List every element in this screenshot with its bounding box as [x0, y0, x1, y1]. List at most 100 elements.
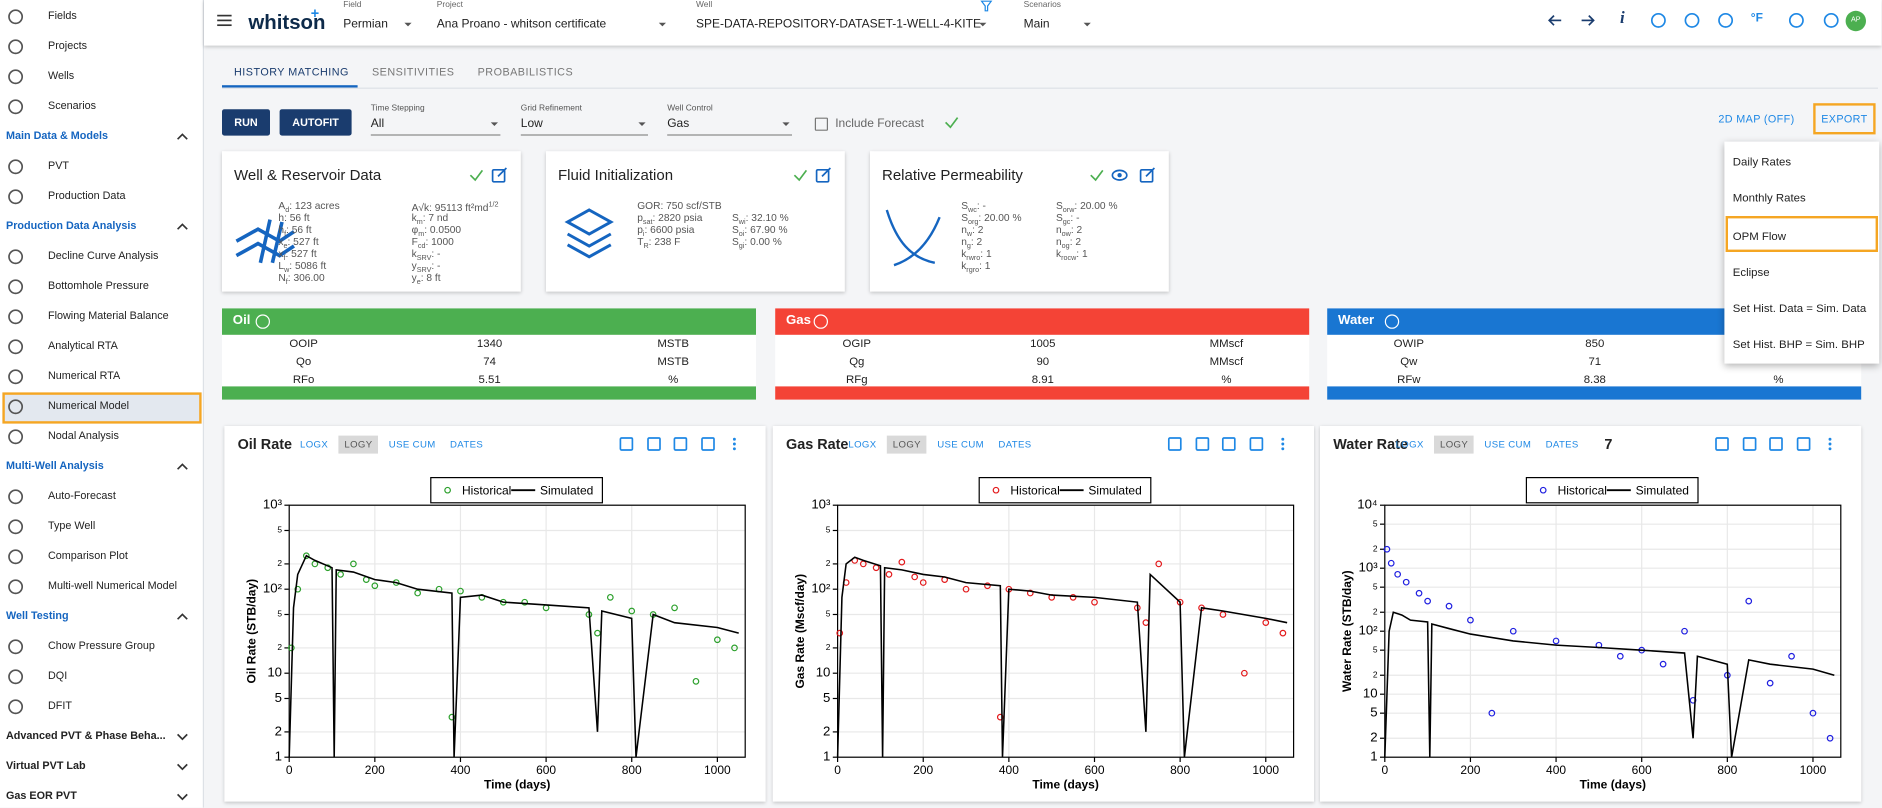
icon[interactable] [1194, 436, 1211, 453]
map-button[interactable]: 2D MAP (OFF) [1718, 112, 1795, 125]
chart-toolbar-button[interactable]: DATES [450, 439, 484, 451]
help-icon[interactable] [255, 314, 270, 329]
export-menu-item[interactable]: Eclipse [1732, 266, 1770, 280]
help-icon[interactable] [813, 314, 829, 329]
checkbox-label[interactable]: Include Forecast [835, 117, 924, 131]
icon[interactable] [1111, 167, 1128, 184]
sidebar-item[interactable]: Nodal Analysis [48, 429, 119, 442]
selector-value[interactable]: Permian [343, 18, 388, 32]
menu-button[interactable] [217, 14, 232, 27]
icon[interactable] [1650, 12, 1667, 29]
tab[interactable]: HISTORY MATCHING [234, 66, 349, 78]
icon[interactable] [654, 17, 671, 34]
sidebar-item[interactable]: Type Well [48, 519, 96, 532]
icon[interactable] [726, 436, 743, 453]
icon[interactable] [1220, 436, 1237, 453]
sidebar-section[interactable]: Advanced PVT & Phase Beha... [6, 729, 166, 742]
icon[interactable] [700, 436, 717, 453]
icon[interactable] [778, 116, 795, 133]
sidebar-item[interactable]: Comparison Plot [48, 549, 128, 562]
export-button[interactable]: EXPORT [1813, 103, 1876, 135]
action-button[interactable]: RUN [222, 109, 270, 136]
export-menu-item[interactable]: Set Hist. BHP = Sim. BHP [1732, 338, 1865, 352]
export-menu-item[interactable]: Daily Rates [1732, 156, 1792, 170]
sidebar-item[interactable]: PVT [48, 159, 70, 172]
sidebar-item[interactable]: Bottomhole Pressure [48, 279, 149, 292]
icon[interactable] [1768, 436, 1785, 453]
chart-toolbar-button[interactable]: DATES [1545, 439, 1579, 451]
selector-value[interactable]: Ana Proano - whitson certificate [436, 18, 607, 32]
icon[interactable] [1714, 436, 1731, 453]
icon[interactable] [1248, 436, 1265, 453]
units-button[interactable]: °F [1750, 12, 1763, 26]
dropdown-value[interactable]: All [370, 117, 385, 131]
chart-toolbar-button[interactable]: 7 [1604, 435, 1613, 453]
sidebar-section[interactable]: Multi-Well Analysis [6, 459, 104, 472]
icon[interactable] [1579, 12, 1596, 29]
icon[interactable] [1741, 436, 1758, 453]
sidebar-item[interactable]: Auto-Forecast [48, 489, 116, 502]
icon[interactable] [1795, 436, 1812, 453]
sidebar-item[interactable]: DQI [48, 669, 68, 682]
chart-toolbar-button[interactable]: DATES [998, 439, 1032, 451]
icon[interactable] [1274, 436, 1291, 453]
sidebar-item[interactable]: Chow Pressure Group [48, 639, 155, 652]
chart-toolbar-button[interactable]: LOGY [1434, 435, 1475, 454]
sidebar-item[interactable]: Flowing Material Balance [48, 309, 169, 322]
sidebar-section[interactable]: Production Data Analysis [6, 219, 137, 232]
icon[interactable] [815, 167, 832, 184]
sidebar-item[interactable]: DFIT [48, 699, 72, 712]
icon[interactable] [174, 608, 191, 625]
sidebar-section[interactable]: Main Data & Models [6, 129, 109, 142]
icon[interactable] [1547, 12, 1564, 29]
sidebar-item[interactable]: Wells [48, 69, 75, 82]
tab[interactable]: SENSITIVITIES [372, 66, 455, 78]
chart-toolbar-button[interactable]: LOGX [1395, 439, 1424, 451]
sidebar-item[interactable]: Scenarios [48, 99, 97, 112]
icon[interactable] [974, 17, 991, 34]
icon[interactable] [1684, 12, 1701, 29]
chart-toolbar-button[interactable]: LOGY [886, 435, 927, 454]
export-menu-item[interactable]: Monthly Rates [1732, 192, 1806, 206]
sidebar-item[interactable]: Multi-well Numerical Model [48, 579, 178, 592]
icon[interactable] [1822, 436, 1839, 453]
export-menu-item[interactable]: OPM Flow [1732, 230, 1787, 244]
chart-toolbar-button[interactable]: LOGX [848, 439, 877, 451]
icon[interactable] [1079, 17, 1096, 34]
icon[interactable] [1788, 12, 1805, 29]
icon[interactable] [486, 116, 503, 133]
help-icon[interactable] [1384, 314, 1400, 329]
chart-toolbar-button[interactable]: LOGY [338, 435, 379, 454]
chart-toolbar-button[interactable]: USE CUM [937, 439, 985, 451]
export-menu-item[interactable]: Set Hist. Data = Sim. Data [1732, 302, 1867, 316]
chart-toolbar-button[interactable]: USE CUM [388, 439, 436, 451]
icon[interactable] [1823, 12, 1840, 29]
sidebar-item[interactable]: Decline Curve Analysis [48, 249, 159, 262]
icon[interactable] [174, 458, 191, 475]
icon[interactable] [634, 116, 651, 133]
sidebar-item[interactable]: Numerical Model [48, 399, 130, 412]
icon[interactable] [618, 436, 635, 453]
action-button[interactable]: AUTOFIT [279, 109, 352, 136]
chart-toolbar-button[interactable]: USE CUM [1484, 439, 1532, 451]
icon[interactable] [1166, 436, 1183, 453]
icon[interactable] [174, 788, 191, 805]
icon[interactable] [174, 128, 191, 145]
avatar[interactable]: AP [1845, 10, 1867, 32]
sidebar-item[interactable]: Numerical RTA [48, 369, 121, 382]
checkbox[interactable] [814, 117, 829, 131]
sidebar-section[interactable]: Virtual PVT Lab [6, 759, 86, 772]
sidebar-item[interactable]: Analytical RTA [48, 339, 118, 352]
icon[interactable] [1717, 12, 1734, 29]
tab[interactable]: PROBABILISTICS [477, 66, 574, 78]
chart-toolbar-button[interactable]: LOGX [300, 439, 329, 451]
selector-value[interactable]: SPE-DATA-REPOSITORY-DATASET-1-WELL-4-KIT… [696, 18, 981, 32]
icon[interactable] [1139, 167, 1156, 184]
sidebar-item[interactable]: Fields [48, 9, 77, 22]
dropdown-value[interactable]: Gas [667, 117, 690, 131]
icon[interactable] [174, 758, 191, 775]
icon[interactable] [174, 728, 191, 745]
icon[interactable] [400, 17, 417, 34]
sidebar-section[interactable]: Well Testing [6, 609, 69, 622]
icon[interactable] [174, 218, 191, 235]
